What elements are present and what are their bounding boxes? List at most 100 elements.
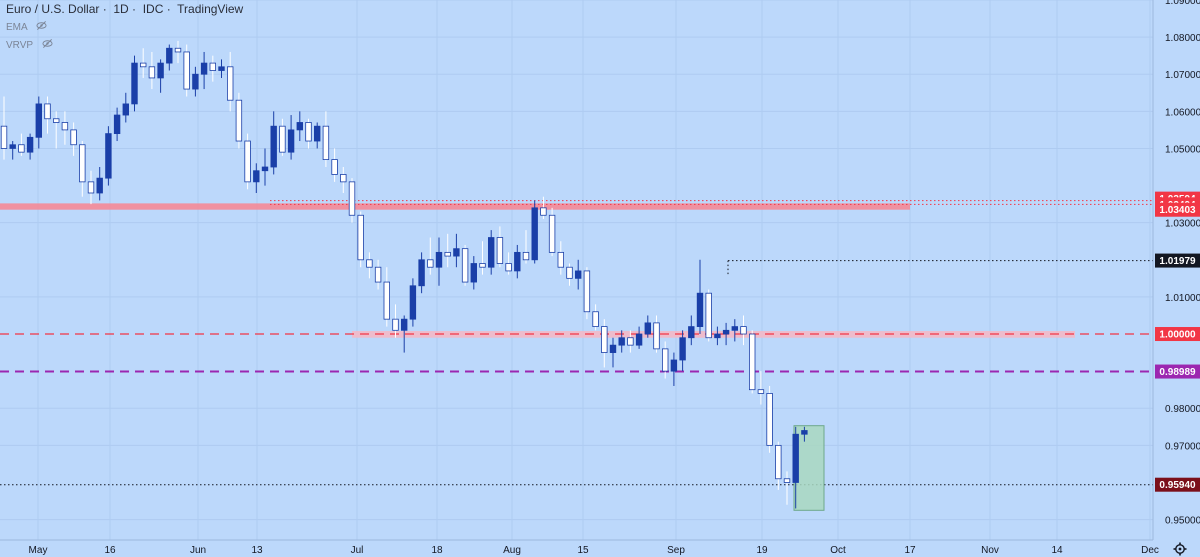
candle[interactable]: [305, 118, 312, 149]
candle[interactable]: [775, 441, 782, 490]
candle[interactable]: [522, 230, 530, 264]
candle[interactable]: [87, 170, 95, 205]
candle[interactable]: [218, 59, 225, 78]
candle[interactable]: [514, 244, 521, 279]
candle[interactable]: [722, 322, 730, 346]
candle[interactable]: [322, 111, 330, 168]
candle[interactable]: [79, 141, 86, 197]
candle[interactable]: [35, 96, 42, 149]
indicator-vrvp[interactable]: VRVP: [6, 38, 53, 51]
candle[interactable]: [139, 48, 147, 78]
candle[interactable]: [313, 122, 321, 149]
candle[interactable]: [122, 92, 129, 123]
price-label[interactable]: 1.00000: [1155, 327, 1200, 342]
candle[interactable]: [166, 44, 173, 71]
candle[interactable]: [270, 111, 277, 175]
candle[interactable]: [0, 96, 8, 160]
candle[interactable]: [296, 111, 303, 142]
candle[interactable]: [714, 326, 721, 346]
candle[interactable]: [627, 330, 634, 353]
candle[interactable]: [366, 252, 373, 279]
eye-off-icon[interactable]: [42, 38, 53, 49]
candle[interactable]: [105, 126, 112, 186]
candle[interactable]: [792, 426, 799, 509]
candle[interactable]: [740, 315, 747, 346]
candle[interactable]: [583, 267, 591, 320]
candle[interactable]: [749, 330, 756, 394]
candle[interactable]: [470, 256, 477, 290]
candle[interactable]: [400, 315, 408, 353]
candle[interactable]: [18, 133, 25, 156]
candle[interactable]: [644, 315, 651, 338]
candle[interactable]: [566, 263, 573, 286]
candle[interactable]: [705, 289, 712, 342]
candle[interactable]: [609, 337, 617, 368]
candle[interactable]: [766, 385, 773, 453]
candle[interactable]: [409, 278, 417, 327]
candle[interactable]: [331, 148, 338, 182]
candle[interactable]: [487, 230, 495, 275]
price-axis[interactable]: 1.09000 1.08000 1.07000 1.06000 1.05000 1.030…: [1165, 0, 1200, 527]
candle[interactable]: [261, 148, 269, 186]
candle[interactable]: [235, 92, 243, 149]
candle[interactable]: [575, 259, 582, 290]
candle[interactable]: [618, 330, 625, 353]
candle[interactable]: [635, 326, 643, 349]
candle[interactable]: [200, 51, 208, 90]
candle[interactable]: [505, 252, 512, 275]
candle[interactable]: [374, 259, 382, 290]
candle[interactable]: [244, 133, 251, 190]
candle[interactable]: [601, 319, 608, 368]
candle[interactable]: [157, 59, 164, 93]
candle[interactable]: [96, 167, 103, 201]
candle[interactable]: [9, 141, 16, 160]
candle[interactable]: [731, 319, 738, 342]
indicator-ema[interactable]: EMA: [6, 20, 47, 33]
candle[interactable]: [688, 315, 695, 346]
candle[interactable]: [479, 241, 486, 275]
candle[interactable]: [209, 55, 216, 82]
eye-off-icon[interactable]: [36, 20, 47, 31]
candle[interactable]: [287, 115, 295, 160]
candle[interactable]: [418, 252, 425, 294]
price-label[interactable]: 0.95940: [1155, 477, 1200, 492]
highlight-box[interactable]: [793, 425, 825, 511]
candle[interactable]: [453, 233, 460, 268]
price-label[interactable]: 0.98989: [1155, 364, 1200, 379]
candle[interactable]: [192, 66, 199, 97]
candle[interactable]: [70, 122, 77, 156]
candle[interactable]: [496, 226, 504, 268]
candle[interactable]: [61, 111, 69, 145]
candle[interactable]: [357, 211, 364, 268]
candle[interactable]: [662, 341, 669, 379]
resistance-zone[interactable]: [0, 203, 910, 210]
candle[interactable]: [461, 244, 469, 286]
candle[interactable]: [253, 163, 260, 193]
candle[interactable]: [392, 304, 399, 338]
settings-gear-icon[interactable]: [1173, 542, 1187, 556]
candle[interactable]: [801, 426, 808, 442]
candle[interactable]: [540, 196, 547, 219]
candle[interactable]: [279, 118, 286, 156]
time-axis[interactable]: May 16 Jun 13 Jul 18 Aug 15 Sep 19 Oct 17 Nov 14 Dec: [29, 545, 1159, 556]
candle[interactable]: [592, 304, 599, 331]
candle[interactable]: [348, 178, 356, 223]
candle[interactable]: [783, 471, 791, 505]
price-label[interactable]: 1.01979: [1155, 253, 1200, 268]
candle[interactable]: [435, 237, 443, 286]
candle[interactable]: [44, 96, 51, 134]
candle[interactable]: [26, 133, 34, 160]
candle[interactable]: [696, 259, 704, 335]
candle[interactable]: [340, 167, 347, 193]
candle[interactable]: [557, 241, 564, 275]
candle[interactable]: [148, 51, 156, 90]
interval-label[interactable]: 1D: [113, 2, 129, 16]
candle[interactable]: [174, 40, 182, 64]
candle[interactable]: [113, 107, 121, 142]
candle[interactable]: [757, 371, 765, 405]
candle[interactable]: [531, 200, 538, 264]
candle[interactable]: [131, 55, 138, 112]
symbol-title[interactable]: Euro / U.S. Dollar: [6, 2, 100, 16]
price-label[interactable]: 1.03403: [1155, 202, 1200, 217]
